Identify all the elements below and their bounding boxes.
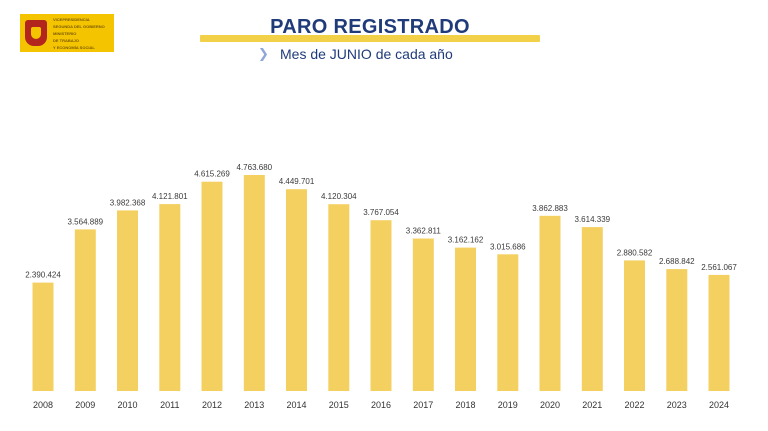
data-label-2015: 4.120.304 xyxy=(321,192,357,201)
data-label-2014: 4.449.701 xyxy=(279,177,315,186)
data-label-2018: 3.162.162 xyxy=(448,236,484,245)
x-tick-label-2019: 2019 xyxy=(498,400,518,410)
bar-2022 xyxy=(624,260,645,391)
bar-2011 xyxy=(159,204,181,391)
x-tick-label-2011: 2011 xyxy=(160,400,179,410)
title-block: PARO REGISTRADO xyxy=(200,16,540,42)
x-tick-label-2015: 2015 xyxy=(329,400,349,410)
bar-2024 xyxy=(708,274,730,391)
logo-line: DE TRABAJO xyxy=(53,37,80,43)
x-tick-label-2021: 2021 xyxy=(582,400,602,410)
x-tick-label-2018: 2018 xyxy=(455,400,475,410)
x-tick-label-2020: 2020 xyxy=(540,400,560,410)
bar-2012 xyxy=(201,181,223,391)
chart-title: PARO REGISTRADO xyxy=(270,16,470,38)
data-label-2011: 4.121.801 xyxy=(152,192,188,201)
subtitle-row: ❯ Mes de JUNIO de cada año xyxy=(258,46,453,62)
logo-line: MINISTERIO xyxy=(53,30,77,36)
x-tick-label-2014: 2014 xyxy=(286,400,306,410)
data-label-2016: 3.767.054 xyxy=(363,208,399,217)
logo-line: SEGUNDA DEL GOBIERNO xyxy=(53,23,105,29)
data-label-2017: 3.362.811 xyxy=(406,227,442,236)
x-tick-label-2024: 2024 xyxy=(709,400,729,410)
x-tick-label-2008: 2008 xyxy=(33,400,53,410)
bar-2009 xyxy=(74,229,96,391)
x-tick-label-2023: 2023 xyxy=(667,400,687,410)
x-tick-label-2012: 2012 xyxy=(202,400,222,410)
bar-2017 xyxy=(412,238,434,391)
government-logo: VICEPRESIDENCIA SEGUNDA DEL GOBIERNO MIN… xyxy=(20,14,114,52)
x-tick-label-2017: 2017 xyxy=(413,400,433,410)
data-label-2021: 3.614.339 xyxy=(575,215,611,224)
chevron-right-icon: ❯ xyxy=(258,46,269,61)
x-tick-label-2022: 2022 xyxy=(624,400,644,410)
data-label-2023: 2.688.842 xyxy=(659,257,695,266)
logo-line: Y ECONOMÍA SOCIAL xyxy=(53,44,95,50)
data-label-2020: 3.862.883 xyxy=(532,204,568,213)
bar-2019 xyxy=(497,254,519,391)
bar-2014 xyxy=(286,189,307,391)
bar-2015 xyxy=(328,204,350,391)
data-label-2013: 4.763.680 xyxy=(237,163,273,172)
bar-2008 xyxy=(32,282,54,391)
data-label-2009: 3.564.889 xyxy=(68,217,104,226)
data-label-2012: 4.615.269 xyxy=(194,170,230,179)
data-label-2019: 3.015.686 xyxy=(490,242,526,251)
logo-line: VICEPRESIDENCIA xyxy=(53,16,90,22)
x-tick-label-2016: 2016 xyxy=(371,400,391,410)
logo-text: VICEPRESIDENCIA SEGUNDA DEL GOBIERNO MIN… xyxy=(53,17,105,50)
data-label-2008: 2.390.424 xyxy=(25,271,61,280)
chart-subtitle: Mes de JUNIO de cada año xyxy=(280,46,453,62)
bar-2021 xyxy=(581,227,603,391)
bar-2013 xyxy=(243,175,265,391)
title-underline xyxy=(200,35,540,42)
bar-2010 xyxy=(117,210,138,391)
data-label-2022: 2.880.582 xyxy=(617,248,653,257)
x-tick-label-2010: 2010 xyxy=(117,400,137,410)
data-label-2024: 2.561.067 xyxy=(701,263,737,272)
bar-2023 xyxy=(666,269,688,391)
bar-2018 xyxy=(455,247,476,391)
data-label-2010: 3.982.368 xyxy=(110,198,146,207)
bar-2020 xyxy=(539,215,561,391)
x-tick-label-2013: 2013 xyxy=(244,400,264,410)
x-tick-label-2009: 2009 xyxy=(75,400,95,410)
bar-2016 xyxy=(370,220,392,391)
coat-of-arms-icon xyxy=(25,20,47,46)
